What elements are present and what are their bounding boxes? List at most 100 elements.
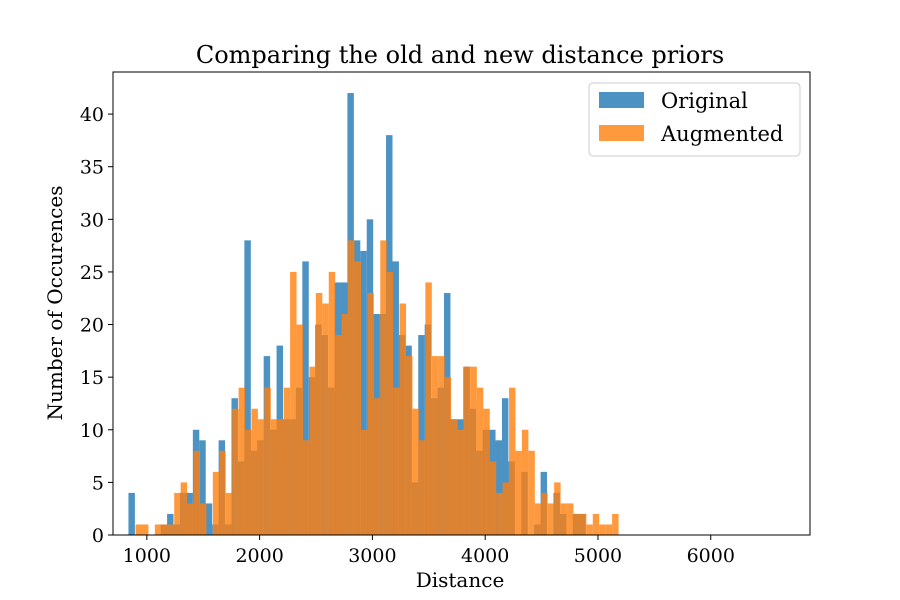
bar-series-1-bin-59 <box>515 450 522 535</box>
x-tick-label: 4000 <box>461 545 509 567</box>
y-tick-label: 0 <box>92 525 104 547</box>
bar-series-0-bin-57 <box>495 440 502 535</box>
bar-series-1-bin-29 <box>322 303 329 535</box>
bar-series-1-bin-24 <box>290 271 297 535</box>
bar-series-1-bin-28 <box>315 292 323 535</box>
bar-series-1-bin-65 <box>554 482 561 535</box>
x-tick-label: 5000 <box>574 545 622 567</box>
bar-series-1-bin-22 <box>277 419 284 535</box>
bar-series-1-bin-50 <box>457 429 464 535</box>
bar-series-1-bin-56 <box>496 492 503 535</box>
y-tick-label: 40 <box>80 104 104 126</box>
bar-series-1-bin-10 <box>199 503 207 535</box>
bar-series-1-bin-66 <box>560 503 568 535</box>
bar-series-1-bin-68 <box>573 513 580 535</box>
bar-series-1-bin-14 <box>225 492 233 535</box>
bar-series-1-bin-55 <box>489 461 497 535</box>
x-tick-label: 1000 <box>123 545 171 567</box>
bar-series-1-bin-15 <box>232 408 239 535</box>
bar-series-1-bin-70 <box>586 524 593 535</box>
bar-series-1-bin-0 <box>135 524 142 535</box>
bar-series-1-bin-62 <box>534 503 542 535</box>
bar-series-1-bin-4 <box>161 524 168 535</box>
bar-series-0-bin-18 <box>244 240 251 536</box>
bar-series-1-bin-27 <box>309 366 316 535</box>
bar-series-1-bin-3 <box>154 524 162 535</box>
bar-series-1-bin-5 <box>167 524 175 535</box>
legend-label-1: Augmented <box>660 122 783 146</box>
bar-series-0-bin-45 <box>418 335 425 535</box>
y-tick-label: 25 <box>80 262 104 284</box>
axes-layer: 1000 2000 3000 4000 5000 6000 0 5 10 15 20 25 30 35 40 <box>80 71 811 567</box>
x-axis-label: Distance <box>416 568 505 592</box>
bar-series-1-bin-69 <box>579 513 587 535</box>
bar-series-1-bin-42 <box>406 356 413 535</box>
y-tick-label: 30 <box>80 209 104 231</box>
y-tick-label: 35 <box>80 157 104 179</box>
bar-series-1-bin-16 <box>238 387 246 535</box>
bar-series-1-bin-37 <box>373 398 381 535</box>
bar-series-1-bin-12 <box>212 471 220 535</box>
y-tick-label: 20 <box>80 315 104 337</box>
y-tick-label: 10 <box>80 420 104 442</box>
y-tick-label: 15 <box>80 367 104 389</box>
bar-series-0-bin-11 <box>199 440 206 535</box>
bar-series-1-bin-52 <box>470 366 477 535</box>
bar-series-1-bin-31 <box>335 335 342 535</box>
plot-frame <box>112 71 811 536</box>
bar-series-1-bin-18 <box>251 408 258 535</box>
bar-series-0-bin-27 <box>302 261 309 535</box>
bar-series-1-bin-7 <box>180 482 188 535</box>
bar-series-1-bin-40 <box>393 387 400 535</box>
bar-series-1-bin-44 <box>418 440 426 535</box>
bar-series-1-bin-58 <box>509 387 516 535</box>
bar-series-1-bin-34 <box>354 261 361 535</box>
bar-series-1-bin-17 <box>245 429 252 535</box>
x-tick-label: 2000 <box>235 545 283 567</box>
bar-series-1-bin-57 <box>502 482 510 535</box>
bar-series-1-bin-47 <box>438 356 445 535</box>
bar-series-1-bin-73 <box>605 524 613 535</box>
bar-series-0-bin-0 <box>128 492 135 535</box>
bar-series-1-bin-72 <box>599 524 606 535</box>
legend-swatch-0 <box>599 92 644 108</box>
bar-series-1-bin-54 <box>483 408 490 535</box>
bar-series-1-bin-30 <box>328 271 336 535</box>
bar-series-1-bin-53 <box>476 387 484 535</box>
bar-series-1-bin-43 <box>412 408 419 535</box>
bar-series-1-bin-21 <box>270 419 278 535</box>
bar-series-0-bin-12 <box>205 503 213 535</box>
bar-series-0-bin-58 <box>501 398 509 535</box>
x-tick-label: 3000 <box>348 545 396 567</box>
bar-series-1-bin-60 <box>521 429 529 535</box>
bar-series-1-bin-8 <box>187 503 194 535</box>
bar-series-1-bin-9 <box>193 450 200 535</box>
bar-series-1-bin-23 <box>283 387 291 535</box>
bar-series-1-bin-38 <box>380 240 387 536</box>
bar-series-1-bin-6 <box>174 492 181 535</box>
bar-series-1-bin-63 <box>541 492 548 535</box>
bar-series-1-bin-35 <box>360 429 368 535</box>
x-tick-label: 6000 <box>687 545 735 567</box>
bar-series-1-bin-39 <box>386 271 394 535</box>
legend-label-0: Original <box>661 89 748 113</box>
bar-series-1-bin-64 <box>547 503 555 535</box>
bar-series-1-bin-33 <box>348 240 355 536</box>
bar-series-1-bin-74 <box>612 513 619 535</box>
legend: Original Augmented <box>588 82 801 157</box>
bar-series-1-bin-36 <box>367 292 374 535</box>
bar-series-0-bin-36 <box>360 250 367 535</box>
bar-series-1-bin-49 <box>451 419 458 535</box>
bar-series-1-bin-32 <box>341 314 349 535</box>
legend-swatch-1 <box>599 125 644 141</box>
bar-series-1-bin-67 <box>567 503 574 535</box>
y-tick-label: 5 <box>92 472 104 494</box>
bar-series-1-bin-13 <box>219 450 226 535</box>
bar-series-1-bin-71 <box>592 513 600 535</box>
y-axis-label: Number of Occurences <box>43 186 67 421</box>
bar-series-1-bin-1 <box>142 524 149 535</box>
bar-series-1-bin-41 <box>399 303 407 535</box>
bar-series-1-bin-45 <box>425 282 432 535</box>
bar-series-1-bin-48 <box>444 377 452 535</box>
